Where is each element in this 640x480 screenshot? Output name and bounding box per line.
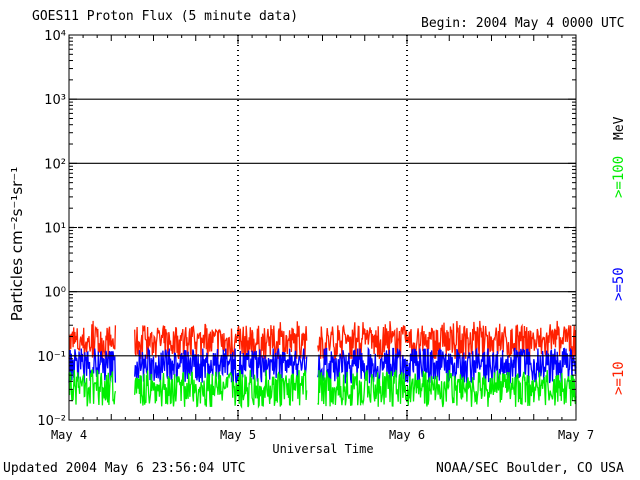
legend-label: >=10	[611, 361, 627, 395]
legend-label: >=100	[611, 156, 627, 198]
y-tick-label: 10¹	[44, 222, 66, 237]
begin-date-label: Begin: 2004 May 4 0000 UTC	[421, 16, 625, 31]
y-tick-label: 10⁴	[44, 29, 66, 44]
x-tick-label: May 4	[51, 428, 87, 442]
x-tick-label: May 7	[558, 428, 594, 442]
x-tick-label: May 5	[220, 428, 256, 442]
y-tick-label: 10⁻²	[37, 414, 66, 429]
x-axis-label: Universal Time	[272, 442, 373, 456]
flux-series-10mev	[68, 320, 577, 360]
y-tick-label: 10²	[44, 157, 66, 172]
x-tick-label: May 6	[389, 428, 425, 442]
updated-timestamp: Updated 2004 May 6 23:56:04 UTC	[3, 461, 246, 476]
chart-title: GOES11 Proton Flux (5 minute data)	[32, 9, 299, 24]
y-axis-label: Particles cm⁻²s⁻¹sr⁻¹	[8, 167, 26, 321]
y-tick-label: 10⁻¹	[37, 350, 66, 365]
legend-unit-label: MeV	[612, 116, 627, 140]
y-tick-label: 10³	[44, 93, 66, 108]
legend-label: >=50	[611, 267, 627, 301]
flux-series-100mev	[68, 369, 577, 409]
source-credit: NOAA/SEC Boulder, CO USA	[436, 461, 624, 476]
y-tick-label: 10⁰	[44, 286, 66, 301]
